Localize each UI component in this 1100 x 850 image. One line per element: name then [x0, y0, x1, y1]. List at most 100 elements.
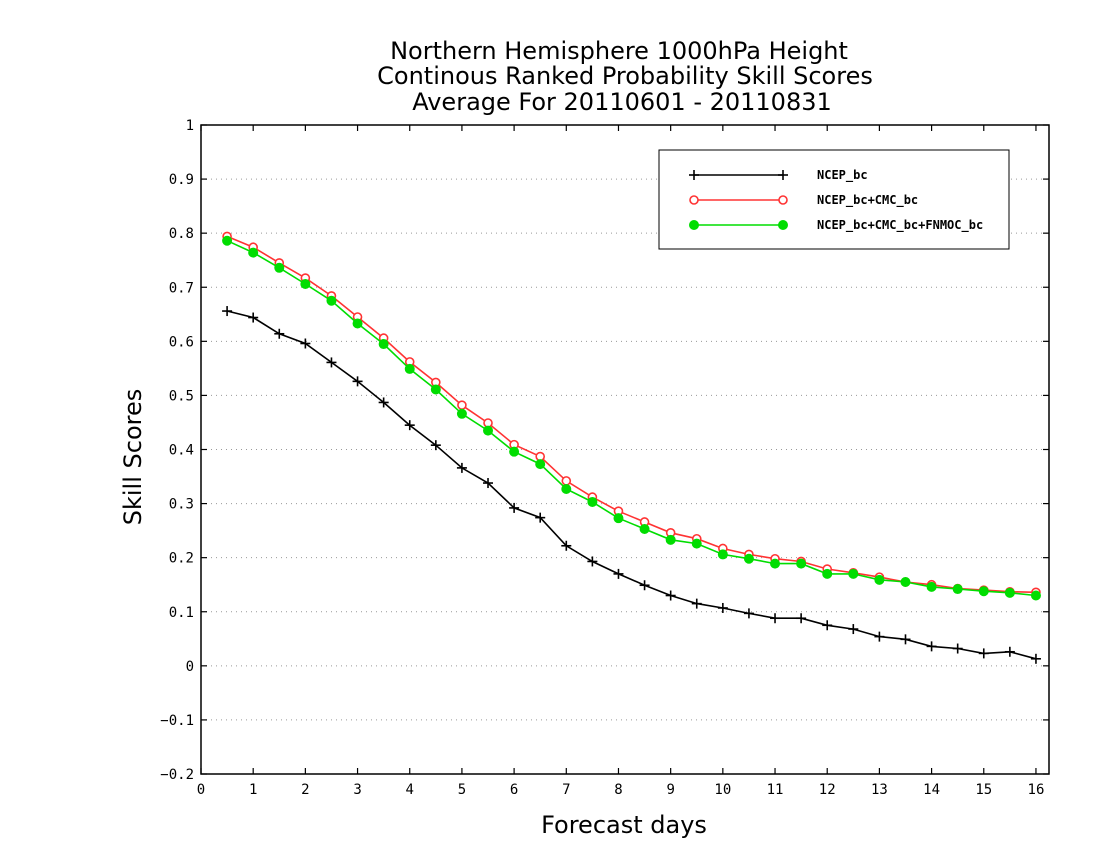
series-ncep-bc-point	[248, 312, 259, 323]
series-ncep-bc-cmc-bc-fnmoc-bc-point	[848, 568, 859, 579]
series-ncep-bc-cmc-bc-fnmoc-bc-point	[978, 586, 989, 597]
y-tick-label: 0.6	[169, 334, 194, 350]
series-ncep-bc-cmc-bc-fnmoc-bc	[222, 235, 1041, 601]
legend-ncep-bc-cmc-bc: NCEP_bc+CMC_bc	[689, 193, 918, 208]
series-ncep-bc-point	[509, 502, 520, 513]
series-ncep-bc-point	[978, 648, 989, 659]
series-ncep-bc-cmc-bc-fnmoc-bc-point	[248, 247, 259, 258]
series-ncep-bc-cmc-bc-fnmoc-bc-point	[378, 339, 389, 350]
series-ncep-bc-point	[1030, 653, 1041, 664]
series-ncep-bc-point	[587, 556, 598, 567]
legend-ncep-bc-point	[778, 170, 788, 180]
x-tick-label: 0	[197, 782, 205, 798]
x-tick-label: 1	[249, 782, 257, 798]
y-tick-label: 0.7	[169, 280, 194, 296]
series-ncep-bc	[222, 306, 1041, 664]
series-ncep-bc-point	[770, 613, 781, 624]
series-ncep-bc-point	[691, 598, 702, 609]
x-tick-label: 15	[975, 782, 992, 798]
series-ncep-bc-point	[535, 512, 546, 523]
series-ncep-bc-point	[1004, 646, 1015, 657]
series-ncep-bc-cmc-bc-fnmoc-bc-point	[430, 384, 441, 395]
x-tick-label: 6	[510, 782, 518, 798]
x-tick-label: 14	[923, 782, 940, 798]
y-tick-label: −0.2	[160, 767, 194, 783]
series-ncep-bc-point	[326, 357, 337, 368]
series-ncep-bc-cmc-bc-fnmoc-bc-point	[665, 534, 676, 545]
x-tick-label: 13	[871, 782, 888, 798]
series-ncep-bc-point	[483, 478, 494, 489]
series-ncep-bc-point	[430, 440, 441, 451]
series-ncep-bc-point	[796, 613, 807, 624]
x-tick-label: 2	[301, 782, 309, 798]
legend-ncep-bc-label: NCEP_bc	[817, 168, 868, 183]
series-ncep-bc-cmc-bc-fnmoc-bc-point	[639, 524, 650, 535]
series-ncep-bc-point	[456, 462, 467, 473]
y-tick-label: −0.1	[160, 713, 194, 729]
x-tick-label: 16	[1028, 782, 1045, 798]
y-tick-label: 0.8	[169, 226, 194, 242]
series-ncep-bc-point	[717, 602, 728, 613]
series-ncep-bc-cmc-bc-fnmoc-bc-point	[613, 513, 624, 524]
series-ncep-bc-point	[561, 540, 572, 551]
series-ncep-bc-cmc-bc-fnmoc-bc-point	[926, 581, 937, 592]
series-ncep-bc-point	[952, 643, 963, 654]
series-ncep-bc-cmc-bc-fnmoc-bc-point	[874, 574, 885, 585]
series-ncep-bc-cmc-bc-fnmoc-bc-point	[770, 558, 781, 569]
y-tick-label: 0.2	[169, 551, 194, 567]
plot-frame	[200, 124, 1050, 775]
series-ncep-bc-point	[822, 620, 833, 631]
legend-ncep-bc-cmc-bc-point	[689, 195, 699, 205]
legend: NCEP_bc NCEP_bc+CMC_bc NCEP_bc+CMC_bc+FNMO…	[658, 149, 1010, 250]
series-ncep-bc-cmc-bc-fnmoc-bc-point	[717, 549, 728, 560]
x-axis-label: Forecast days	[541, 811, 707, 839]
series-ncep-bc-cmc-bc-fnmoc-bc-point	[483, 425, 494, 436]
series-ncep-bc-cmc-bc-fnmoc-bc-point	[535, 459, 546, 470]
y-tick-label: 0.9	[169, 172, 194, 188]
y-tick-label: 0.1	[169, 605, 194, 621]
y-tick-label: 1	[186, 118, 194, 134]
x-tick-label: 4	[406, 782, 414, 798]
legend-ncep-bc: NCEP_bc	[689, 168, 868, 183]
y-tick-label: 0	[186, 659, 194, 675]
x-tick-label: 3	[353, 782, 361, 798]
legend-ncep-bc-cmc-bc-fnmoc-bc-point	[778, 220, 788, 230]
series-ncep-bc-cmc-bc-fnmoc-bc-point	[456, 408, 467, 419]
legend-ncep-bc-cmc-bc-fnmoc-bc-point	[689, 220, 699, 230]
series-ncep-bc-cmc-bc-fnmoc-bc-point	[822, 568, 833, 579]
legend-ncep-bc-cmc-bc-fnmoc-bc: NCEP_bc+CMC_bc+FNMOC_bc	[689, 218, 983, 233]
series-ncep-bc-point	[848, 624, 859, 635]
series-ncep-bc-cmc-bc-point	[457, 400, 467, 410]
x-tick-label: 7	[562, 782, 570, 798]
series-ncep-bc-cmc-bc-fnmoc-bc-point	[352, 318, 363, 329]
series-ncep-bc-point	[613, 568, 624, 579]
x-tick-label: 8	[614, 782, 622, 798]
series-ncep-bc-cmc-bc-fnmoc-bc-point	[274, 262, 285, 273]
series-ncep-bc-point	[639, 580, 650, 591]
x-axis-ticks: 0 1 2 3 4 5 6 7 8 9 10 11 12 13 14 15 16	[197, 125, 1045, 798]
legend-ncep-bc-cmc-bc-fnmoc-bc-label: NCEP_bc+CMC_bc+FNMOC_bc	[817, 218, 983, 233]
series-ncep-bc-point	[274, 328, 285, 339]
x-tick-label: 11	[767, 782, 784, 798]
x-tick-label: 12	[819, 782, 836, 798]
series-ncep-bc-point	[665, 590, 676, 601]
title-line-1: Northern Hemisphere 1000hPa Height	[390, 37, 848, 65]
x-tick-label: 5	[458, 782, 466, 798]
series-ncep-bc-point	[926, 641, 937, 652]
series-ncep-bc-cmc-bc-fnmoc-bc-point	[326, 295, 337, 306]
series-ncep-bc-cmc-bc-fnmoc-bc-point	[1030, 590, 1041, 601]
series-ncep-bc-cmc-bc-fnmoc-bc-point	[743, 553, 754, 564]
series-ncep-bc-cmc-bc-fnmoc-bc-point	[691, 538, 702, 549]
series-ncep-bc-cmc-bc-fnmoc-bc-point	[404, 363, 415, 374]
series-ncep-bc-cmc-bc-point	[561, 476, 572, 486]
legend-ncep-bc-point	[689, 170, 699, 180]
series-ncep-bc-cmc-bc-fnmoc-bc-point	[900, 577, 911, 588]
y-tick-label: 0.3	[169, 497, 194, 513]
series-ncep-bc-point	[743, 608, 754, 619]
x-tick-label: 9	[666, 782, 674, 798]
y-axis-label: Skill Scores	[119, 389, 147, 526]
series-ncep-bc-cmc-bc-fnmoc-bc-point	[509, 446, 520, 457]
series-ncep-bc-point	[352, 376, 363, 387]
chart-title: Northern Hemisphere 1000hPa Height Conti…	[377, 37, 873, 116]
